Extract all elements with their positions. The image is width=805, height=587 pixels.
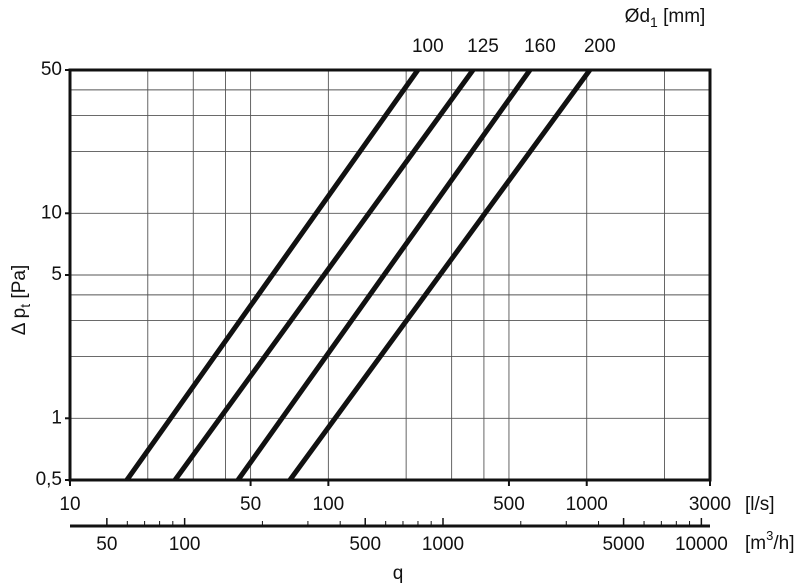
- x2-tick-label: 50: [96, 534, 117, 555]
- series-line: [173, 68, 476, 482]
- plot-frame: [68, 68, 712, 482]
- x-tick-label: 10: [59, 494, 80, 515]
- x-axis-label: q: [393, 563, 404, 584]
- y-tick-label: 50: [41, 59, 62, 80]
- y-axis-label: Δ pt [Pa]: [9, 265, 33, 335]
- x2-unit: [m3/h]: [745, 528, 794, 554]
- x2-tick-label: 100: [169, 534, 201, 555]
- x2-tick-label: 1000: [422, 534, 464, 555]
- x-unit: [l/s]: [745, 494, 775, 515]
- y-tick-label: 5: [51, 264, 62, 285]
- series-line: [287, 68, 592, 482]
- series-label: 160: [524, 36, 556, 57]
- x-tick-label: 100: [313, 494, 345, 515]
- x2-tick-label: 5000: [602, 534, 644, 555]
- legend-title: Ød1 [mm]: [625, 6, 706, 30]
- x-tick-label: 3000: [689, 494, 731, 515]
- x2-tick-label: 10000: [675, 534, 728, 555]
- x2-tick-label: 500: [349, 534, 381, 555]
- y-tick-label: 10: [41, 202, 62, 223]
- x-tick-label: 500: [493, 494, 525, 515]
- series-label: 125: [467, 36, 499, 57]
- x-tick-label: 1000: [566, 494, 608, 515]
- series-line: [124, 68, 420, 482]
- series-label: 100: [412, 36, 444, 57]
- y-tick-label: 1: [51, 407, 62, 428]
- series-label: 200: [584, 36, 616, 57]
- series-line: [235, 68, 533, 482]
- x-tick-label: 50: [240, 494, 261, 515]
- y-tick-label: 0,5: [36, 469, 62, 490]
